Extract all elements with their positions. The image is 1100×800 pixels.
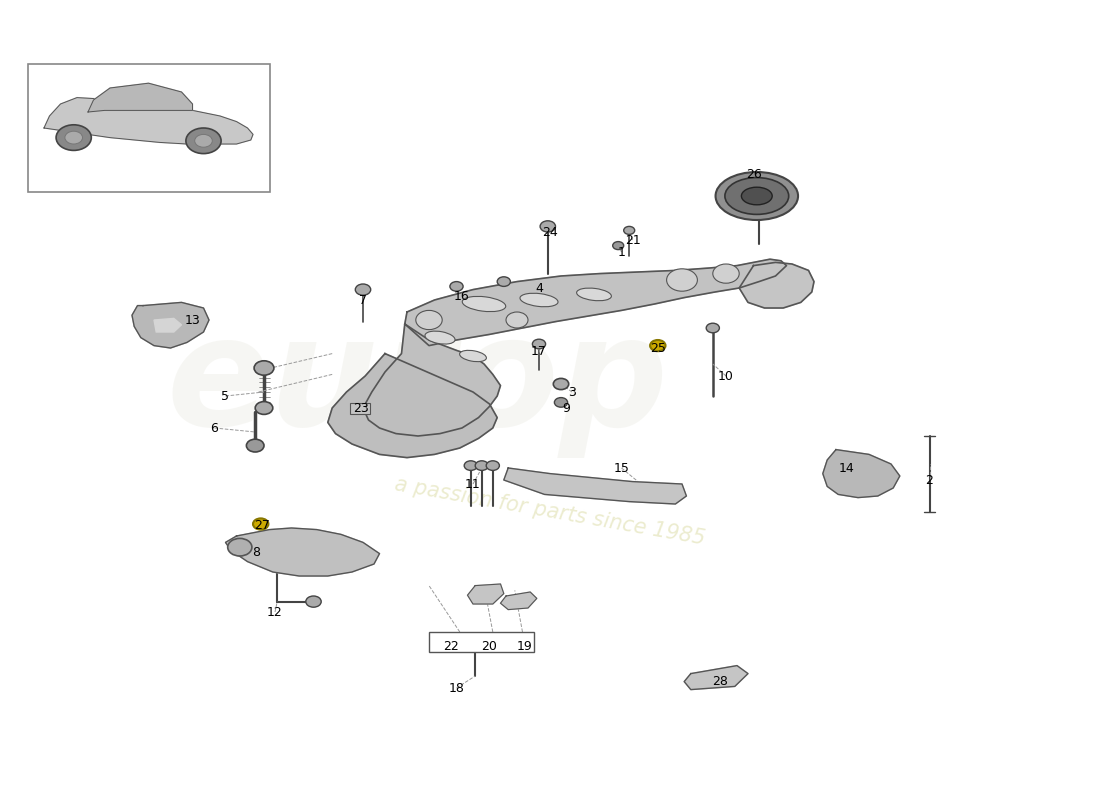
- Text: 14: 14: [839, 462, 855, 474]
- Polygon shape: [363, 324, 500, 436]
- Circle shape: [195, 134, 212, 147]
- Text: 15: 15: [614, 462, 629, 474]
- Text: 8: 8: [252, 546, 261, 558]
- Circle shape: [706, 323, 719, 333]
- Circle shape: [497, 277, 510, 286]
- Polygon shape: [823, 450, 900, 498]
- Circle shape: [65, 131, 82, 144]
- Polygon shape: [684, 666, 748, 690]
- Text: 22: 22: [443, 640, 459, 653]
- Text: 25: 25: [650, 342, 666, 354]
- Polygon shape: [739, 262, 814, 308]
- Circle shape: [464, 461, 477, 470]
- Text: 20: 20: [482, 640, 497, 653]
- Circle shape: [713, 264, 739, 283]
- Text: 1: 1: [617, 246, 626, 258]
- Text: 13: 13: [185, 314, 200, 326]
- Polygon shape: [226, 528, 380, 576]
- Circle shape: [416, 310, 442, 330]
- Circle shape: [56, 125, 91, 150]
- Polygon shape: [504, 468, 686, 504]
- Polygon shape: [405, 259, 786, 346]
- Bar: [28, 64, 270, 192]
- Circle shape: [554, 398, 568, 407]
- Circle shape: [506, 312, 528, 328]
- Text: 6: 6: [210, 422, 219, 434]
- Ellipse shape: [462, 296, 506, 312]
- Polygon shape: [132, 302, 209, 348]
- Circle shape: [475, 461, 488, 470]
- Text: 21: 21: [625, 234, 640, 246]
- Circle shape: [667, 269, 697, 291]
- Text: 3: 3: [568, 386, 576, 398]
- Text: 16: 16: [454, 290, 470, 302]
- Circle shape: [540, 221, 556, 232]
- Bar: [350, 403, 370, 414]
- Circle shape: [613, 242, 624, 250]
- Ellipse shape: [576, 288, 612, 301]
- Ellipse shape: [228, 538, 252, 556]
- Polygon shape: [500, 592, 537, 610]
- Polygon shape: [88, 83, 192, 112]
- Ellipse shape: [725, 178, 789, 214]
- Text: 2: 2: [925, 474, 934, 486]
- Text: 27: 27: [254, 519, 270, 532]
- Bar: [429, 632, 534, 652]
- Text: 11: 11: [465, 478, 481, 490]
- Text: 24: 24: [542, 226, 558, 238]
- Text: a passion for parts since 1985: a passion for parts since 1985: [393, 475, 707, 549]
- Text: 28: 28: [713, 675, 728, 688]
- Circle shape: [246, 439, 264, 452]
- Circle shape: [650, 340, 666, 351]
- Text: 12: 12: [267, 606, 283, 618]
- Circle shape: [624, 226, 635, 234]
- Circle shape: [186, 128, 221, 154]
- Circle shape: [450, 282, 463, 291]
- Polygon shape: [328, 354, 497, 458]
- Circle shape: [532, 339, 546, 349]
- Text: 4: 4: [535, 282, 543, 294]
- Circle shape: [553, 378, 569, 390]
- Text: 9: 9: [562, 402, 571, 414]
- Ellipse shape: [460, 350, 486, 362]
- Text: 5: 5: [221, 390, 230, 402]
- Circle shape: [355, 284, 371, 295]
- Circle shape: [253, 518, 268, 530]
- Ellipse shape: [520, 294, 558, 306]
- Circle shape: [486, 461, 499, 470]
- Ellipse shape: [741, 187, 772, 205]
- Polygon shape: [44, 98, 253, 144]
- Ellipse shape: [715, 172, 798, 220]
- Polygon shape: [468, 584, 504, 604]
- Circle shape: [306, 596, 321, 607]
- Polygon shape: [154, 318, 182, 332]
- Circle shape: [255, 402, 273, 414]
- Text: 19: 19: [517, 640, 532, 653]
- Text: 26: 26: [746, 168, 761, 181]
- Text: 23: 23: [353, 402, 369, 414]
- Ellipse shape: [425, 331, 455, 344]
- Text: europ: europ: [167, 310, 669, 458]
- Text: 17: 17: [531, 346, 547, 358]
- Text: 18: 18: [449, 682, 464, 694]
- Text: 7: 7: [359, 294, 367, 306]
- Text: 10: 10: [718, 370, 734, 382]
- Circle shape: [254, 361, 274, 375]
